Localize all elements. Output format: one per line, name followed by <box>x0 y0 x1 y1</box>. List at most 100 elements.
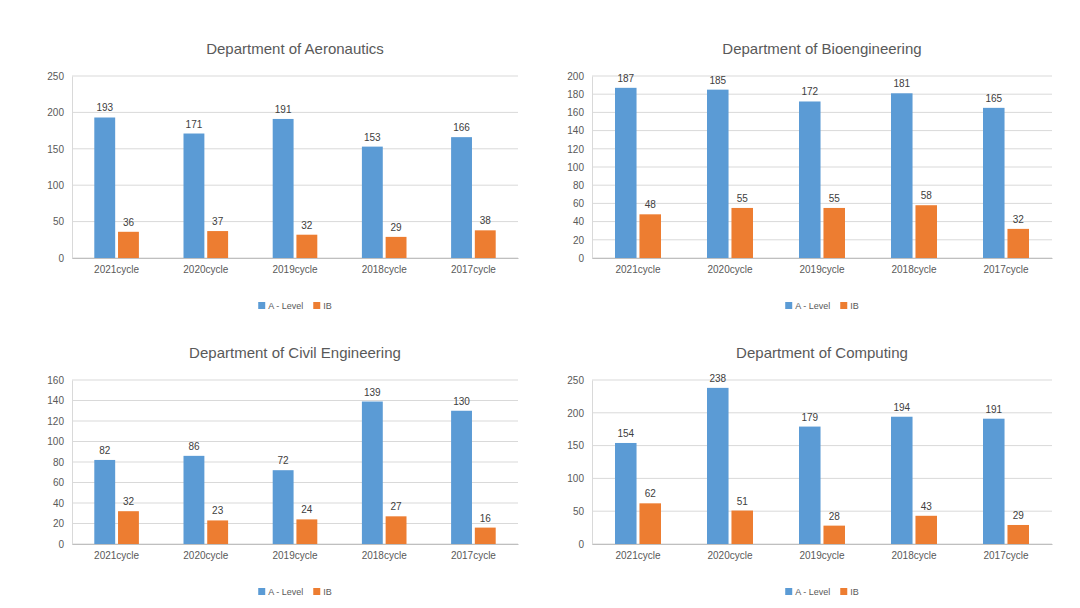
y-tick-label: 100 <box>47 436 64 447</box>
bar <box>823 526 845 544</box>
x-tick: 2018cycle <box>891 258 936 275</box>
bar <box>451 411 472 544</box>
legend-item: IB <box>840 587 859 597</box>
bar <box>184 456 205 544</box>
bar <box>94 117 115 258</box>
y-axis: 050100150200250 <box>47 71 72 264</box>
y-tick: 160 <box>567 107 592 118</box>
bar <box>451 137 472 258</box>
y-tick: 150 <box>567 440 592 451</box>
bar <box>823 208 845 258</box>
data-labels: 1542381791941916251284329 <box>617 373 1024 522</box>
y-tick-label: 150 <box>47 144 64 155</box>
bar <box>296 235 317 258</box>
bars <box>94 402 495 544</box>
y-axis: 020406080100120140160 <box>47 375 72 550</box>
data-labels: 1931711911531663637322938 <box>96 102 491 232</box>
bar <box>707 388 729 544</box>
data-label: 28 <box>829 511 841 522</box>
y-axis: 050100150200250 <box>567 375 592 550</box>
bar <box>731 208 753 258</box>
legend-label: IB <box>850 301 859 311</box>
x-tick: 2018cycle <box>362 258 407 275</box>
y-tick-label: 0 <box>58 253 64 264</box>
data-label: 238 <box>709 373 726 384</box>
y-tick: 100 <box>567 162 592 173</box>
data-label: 193 <box>96 102 113 113</box>
legend-label: IB <box>323 301 332 311</box>
bar <box>475 230 496 258</box>
legend-item: IB <box>313 301 332 311</box>
bar <box>475 528 496 544</box>
x-tick: 2019cycle <box>272 544 317 561</box>
x-tick: 2021cycle <box>615 544 660 561</box>
x-tick: 2020cycle <box>707 544 752 561</box>
bar <box>891 93 913 258</box>
bar <box>615 88 637 258</box>
grid <box>72 380 518 544</box>
y-tick-label: 160 <box>47 375 64 386</box>
bar <box>983 419 1005 544</box>
x-tick-label: 2018cycle <box>362 550 407 561</box>
legend-label: IB <box>323 587 332 597</box>
x-tick-label: 2020cycle <box>707 264 752 275</box>
x-tick: 2017cycle <box>451 544 496 561</box>
bar <box>362 402 383 544</box>
data-label: 72 <box>278 455 290 466</box>
y-tick: 120 <box>567 144 592 155</box>
data-label: 51 <box>737 496 749 507</box>
legend-swatch <box>785 588 792 595</box>
x-tick-label: 2017cycle <box>983 264 1028 275</box>
x-tick: 2021cycle <box>94 258 139 275</box>
y-axis-line <box>592 77 593 259</box>
data-label: 24 <box>301 504 313 515</box>
x-tick: 2019cycle <box>799 258 844 275</box>
y-tick-label: 150 <box>567 440 584 451</box>
y-tick-label: 20 <box>573 235 585 246</box>
data-label: 82 <box>99 445 111 456</box>
y-tick: 80 <box>573 180 592 191</box>
chart-panel: Department of Bioengineering020406080100… <box>567 40 1052 311</box>
legend-swatch <box>840 588 847 595</box>
bar <box>184 134 205 258</box>
data-label: 165 <box>985 93 1002 104</box>
bar <box>915 516 937 544</box>
bar <box>386 237 407 258</box>
y-tick-label: 40 <box>53 498 65 509</box>
y-tick: 100 <box>47 436 72 447</box>
x-axis-line <box>593 258 1053 259</box>
y-tick: 140 <box>567 125 592 136</box>
x-tick: 2021cycle <box>94 544 139 561</box>
y-tick-label: 140 <box>567 125 584 136</box>
x-tick-label: 2019cycle <box>799 550 844 561</box>
y-tick-label: 160 <box>567 107 584 118</box>
data-label: 171 <box>186 119 203 130</box>
y-tick: 20 <box>573 235 592 246</box>
bar <box>386 516 407 544</box>
y-tick: 50 <box>573 506 592 517</box>
legend: A - LevelIB <box>258 301 332 311</box>
y-tick-label: 20 <box>53 518 65 529</box>
bar <box>639 503 661 544</box>
y-tick: 80 <box>53 457 72 468</box>
bars <box>94 117 495 258</box>
data-label: 32 <box>301 220 313 231</box>
grid-line <box>592 412 1052 413</box>
legend: A - LevelIB <box>785 301 859 311</box>
y-tick-label: 180 <box>567 89 584 100</box>
x-tick: 2019cycle <box>272 258 317 275</box>
bar <box>1007 229 1029 258</box>
bar <box>273 119 294 258</box>
bars <box>615 388 1029 544</box>
legend-swatch <box>313 302 320 309</box>
x-tick-label: 2017cycle <box>451 264 496 275</box>
data-label: 172 <box>801 86 818 97</box>
data-label: 130 <box>453 396 470 407</box>
y-tick: 140 <box>47 395 72 406</box>
y-tick-label: 80 <box>53 457 65 468</box>
y-tick: 100 <box>47 180 72 191</box>
data-label: 38 <box>480 215 492 226</box>
y-tick-label: 100 <box>47 180 64 191</box>
y-tick: 60 <box>573 198 592 209</box>
y-tick: 250 <box>567 375 592 386</box>
